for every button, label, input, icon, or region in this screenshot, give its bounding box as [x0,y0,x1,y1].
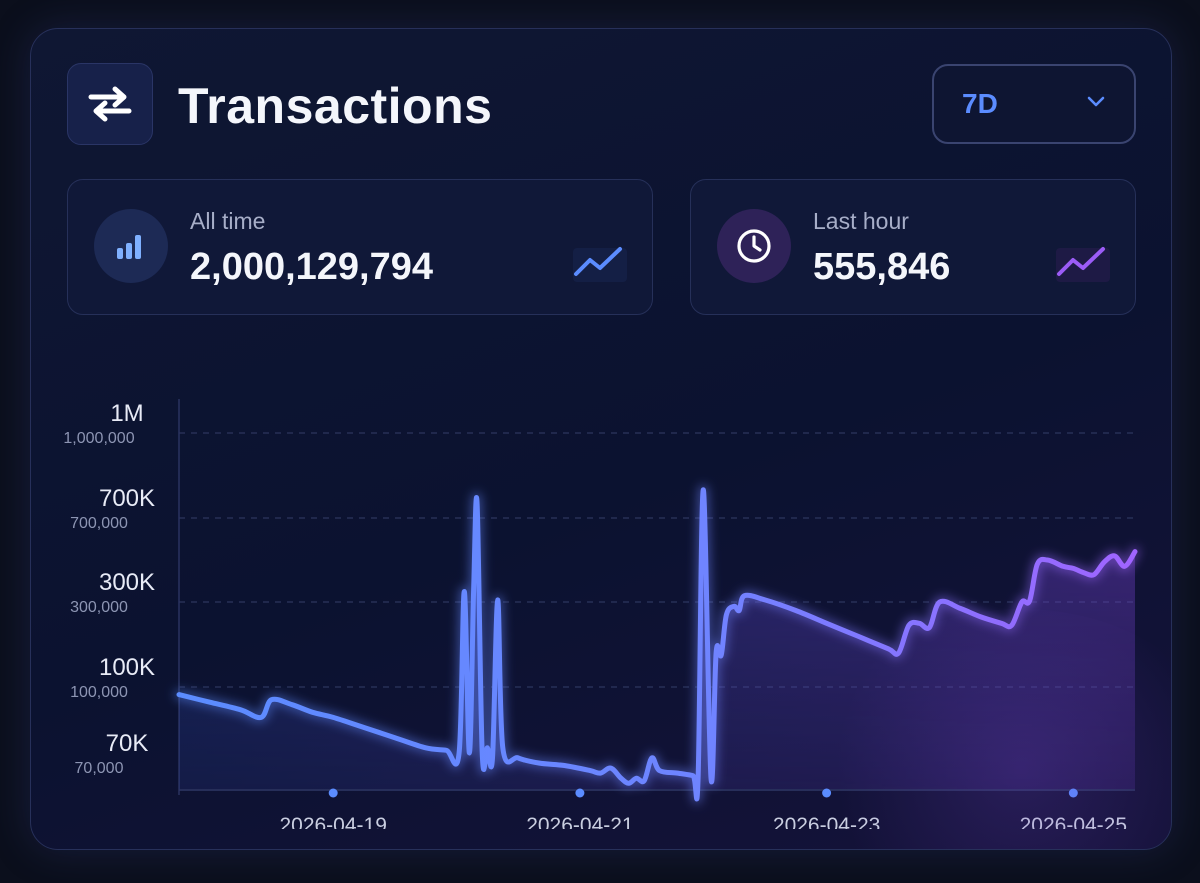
transactions-chart: 1M 1,000,000 700K 700,000 300K 300,000 100K 100… [63,399,1140,829]
x-tick-label: 2026-04-21 [526,814,633,829]
stat-label: All time [190,208,266,234]
x-tick-dot [328,788,338,798]
stat-value: 2,000,129,794 [190,246,434,288]
time-range-value: 7D [962,88,998,119]
trend-up-icon [573,244,627,282]
clock-icon [717,209,791,283]
stat-card-last-hour: Last hour 555,846 [690,179,1136,315]
transactions-card: Transactions 7D All time 2,000,129,794 [30,28,1172,850]
y-tick-sublabel: 300,000 [70,599,128,616]
y-tick-label: 300K [99,569,155,596]
swap-arrows-icon [67,63,153,145]
x-tick-dot [822,788,832,798]
page-title: Transactions [178,78,493,134]
y-tick-sublabel: 700,000 [70,515,128,532]
y-tick-label: 700K [99,485,155,512]
chevron-down-icon [1086,95,1106,114]
trend-up-icon [1056,244,1110,282]
series-area [179,489,1135,799]
y-tick-sublabel: 100,000 [70,684,128,701]
time-range-select[interactable]: 7D [932,64,1136,144]
stat-label: Last hour [813,208,909,234]
y-tick-label: 1M [110,400,143,427]
y-tick-sublabel: 70,000 [75,760,124,777]
bar-chart-icon [94,209,168,283]
y-tick-sublabel: 1,000,000 [63,430,134,447]
series-line [176,487,1138,802]
x-tick-dot [575,788,585,798]
stat-card-all-time: All time 2,000,129,794 [67,179,653,315]
x-tick-label: 2026-04-23 [773,814,880,829]
x-tick-dot [1068,788,1078,798]
y-tick-label: 70K [106,730,149,757]
x-tick-label: 2026-04-19 [279,814,386,829]
x-tick-label: 2026-04-25 [1020,814,1127,829]
stat-value: 555,846 [813,246,951,288]
y-tick-label: 100K [99,654,155,681]
